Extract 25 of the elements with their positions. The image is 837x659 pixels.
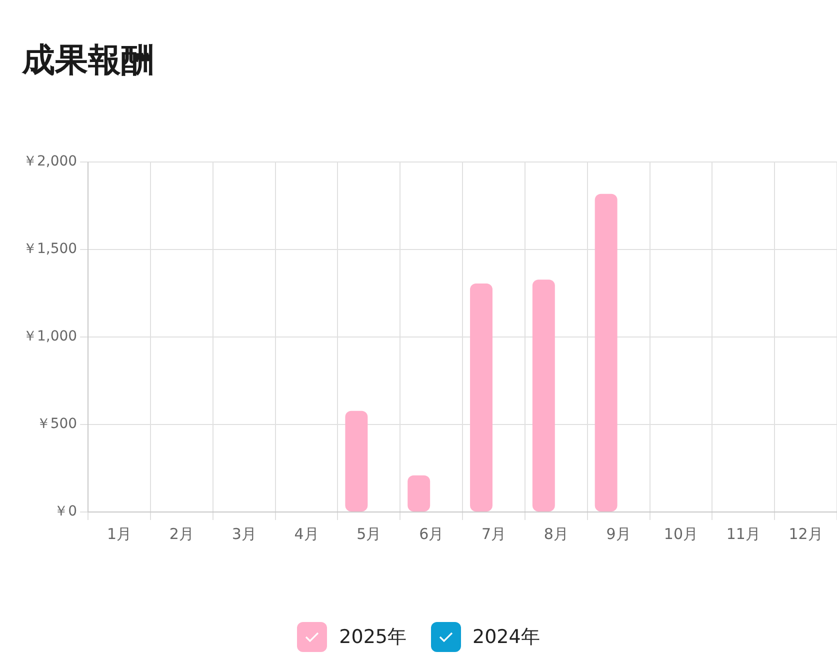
x-tick-label: 3月 <box>232 524 256 543</box>
x-tick-label: 12月 <box>788 524 823 543</box>
bar <box>470 283 492 512</box>
x-tick-label: 9月 <box>606 524 631 543</box>
bar <box>594 194 618 512</box>
x-tick-label: 6月 <box>419 524 444 543</box>
y-tick-label: ￥1,000 <box>22 328 78 345</box>
y-tick-label: ￥500 <box>36 416 78 432</box>
x-tick-label: 5月 <box>356 524 382 543</box>
x-tick-label: 10月 <box>664 524 698 543</box>
bar <box>408 475 430 512</box>
x-tick-label: 1月 <box>107 524 132 543</box>
x-tick-label: 8月 <box>544 524 568 543</box>
legend-label: 2025年 <box>339 625 406 650</box>
legend-label: 2024年 <box>472 625 540 650</box>
y-tick-label: ￥1,500 <box>22 241 78 258</box>
y-tick-label: ￥0 <box>54 504 78 520</box>
y-tick-label: ￥2,000 <box>22 154 78 170</box>
x-tick-label: 2月 <box>169 524 194 543</box>
chart-title: 成果報酬 <box>22 39 154 81</box>
x-tick-label: 4月 <box>294 524 319 543</box>
bar <box>345 410 368 512</box>
x-tick-label: 7月 <box>481 524 506 543</box>
bar <box>532 280 555 512</box>
x-tick-label: 11月 <box>726 524 760 543</box>
